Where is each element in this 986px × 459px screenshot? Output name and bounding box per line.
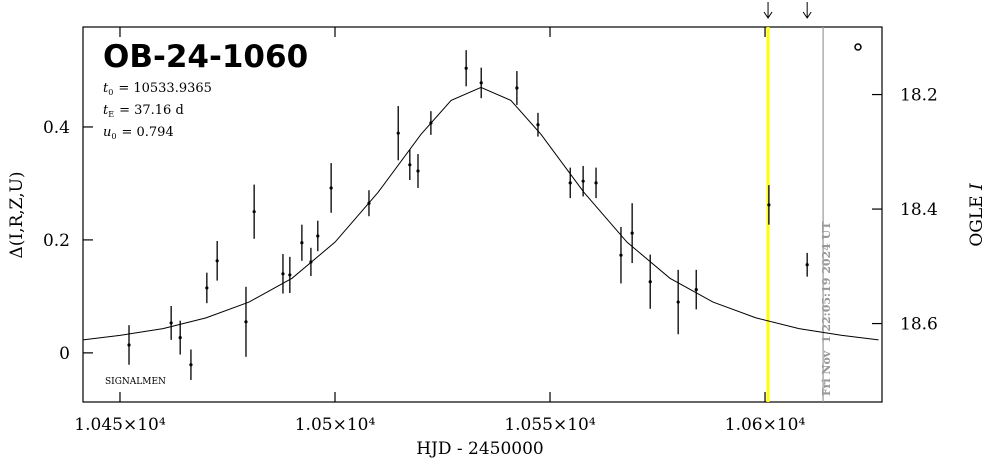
arrow bbox=[802, 2, 812, 19]
param-text: = 0.794 bbox=[121, 125, 173, 140]
data-point bbox=[288, 273, 292, 277]
param: t0 = 10533.9365 bbox=[103, 81, 212, 97]
data-point bbox=[316, 234, 320, 238]
data-point bbox=[189, 363, 193, 367]
data-point bbox=[676, 300, 680, 304]
param-text: = 37.16 d bbox=[119, 103, 184, 118]
data-point bbox=[329, 186, 333, 190]
data-point bbox=[594, 181, 598, 185]
param-sub: E bbox=[108, 110, 114, 119]
data-point bbox=[178, 336, 182, 340]
plot-frame bbox=[82, 26, 883, 403]
param: tE = 37.16 d bbox=[103, 103, 184, 119]
param-symbol: t bbox=[103, 81, 109, 96]
data-point bbox=[805, 263, 809, 267]
data-point bbox=[767, 203, 771, 207]
x-tick-label: 1.05×10⁴ bbox=[295, 415, 376, 435]
param-symbol: t bbox=[103, 103, 109, 118]
y2-axis-label-italic: I bbox=[967, 183, 986, 191]
data-point bbox=[581, 179, 585, 183]
data-point bbox=[408, 163, 412, 167]
data-point bbox=[416, 169, 420, 173]
data-point bbox=[252, 210, 256, 214]
note: SIGNALMEN bbox=[105, 377, 166, 387]
y-tick-label: 0.4 bbox=[43, 118, 70, 138]
param-sub: 0 bbox=[111, 132, 116, 141]
y-tick-label: 0.2 bbox=[43, 231, 70, 251]
y-tick-label: 0 bbox=[59, 344, 70, 364]
data-point bbox=[648, 280, 652, 284]
y2-axis-label-text: OGLE bbox=[967, 195, 986, 246]
param-symbol: u bbox=[103, 125, 111, 140]
param-text: = 10533.9365 bbox=[118, 81, 212, 96]
data-point bbox=[215, 259, 219, 263]
x-tick-label: 1.045×10⁴ bbox=[74, 415, 166, 435]
data-point bbox=[479, 81, 483, 85]
arrow bbox=[763, 2, 773, 19]
data-point bbox=[300, 241, 304, 245]
data-point bbox=[536, 123, 540, 127]
data-point bbox=[515, 86, 519, 90]
x-tick-label: 1.06×10⁴ bbox=[725, 415, 806, 435]
y2-tick-label: 18.6 bbox=[900, 315, 938, 335]
data-point bbox=[694, 288, 698, 292]
data-point bbox=[464, 66, 468, 70]
y2-tick-label: 18.2 bbox=[900, 86, 938, 106]
data-point bbox=[568, 181, 572, 185]
symbol bbox=[854, 43, 862, 51]
y2-axis-label: OGLE I bbox=[967, 183, 986, 247]
x-axis-label: HJD - 2450000 bbox=[416, 439, 544, 459]
timestamp: Fri Nov 1 22:05:19 2024 UT bbox=[820, 221, 833, 396]
data-point bbox=[244, 320, 248, 324]
data-point bbox=[205, 286, 209, 290]
data-point bbox=[630, 231, 634, 235]
data-point bbox=[281, 272, 285, 276]
param-sub: 0 bbox=[108, 88, 113, 97]
chart-title: OB-24-1060 bbox=[103, 39, 308, 75]
model-curve bbox=[82, 86, 879, 341]
data-point bbox=[127, 343, 131, 347]
data-point bbox=[619, 253, 623, 257]
y-axis-label: Δ(I,R,Z,U) bbox=[7, 171, 27, 258]
y2-tick-label: 18.4 bbox=[900, 200, 938, 220]
param: u0 = 0.794 bbox=[103, 125, 174, 141]
data-point bbox=[169, 321, 173, 325]
data-point bbox=[396, 131, 400, 135]
x-tick-label: 1.055×10⁴ bbox=[504, 415, 596, 435]
